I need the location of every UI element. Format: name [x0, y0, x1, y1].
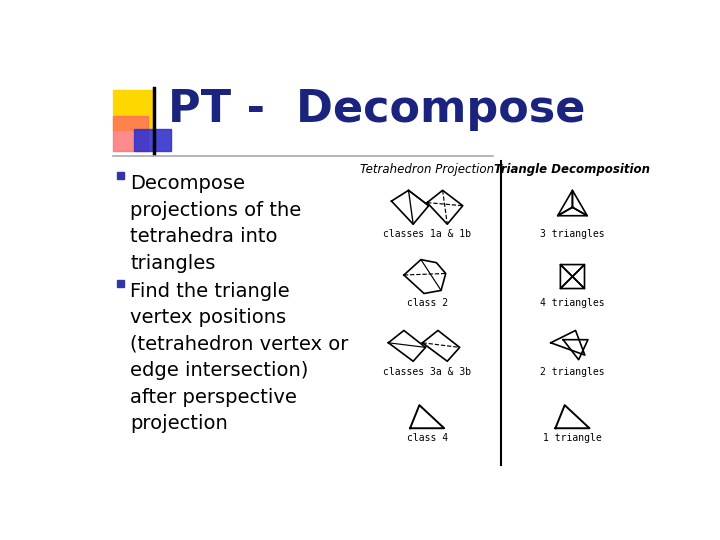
Text: class 2: class 2 [407, 298, 448, 308]
Text: Find the triangle
vertex positions
(tetrahedron vertex or
edge intersection)
aft: Find the triangle vertex positions (tetr… [130, 282, 348, 434]
Bar [113, 117, 148, 151]
Text: 4 triangles: 4 triangles [540, 298, 605, 308]
Text: 1 triangle: 1 triangle [543, 433, 602, 443]
Bar [134, 130, 171, 151]
Text: Decompose
projections of the
tetrahedra into
triangles: Decompose projections of the tetrahedra … [130, 174, 302, 273]
Bar [113, 90, 153, 130]
Bar [117, 280, 124, 287]
Bar [117, 172, 124, 179]
Text: PT -  Decompose: PT - Decompose [168, 88, 585, 131]
Text: classes 1a & 1b: classes 1a & 1b [383, 229, 471, 239]
Text: class 4: class 4 [407, 433, 448, 443]
Text: classes 3a & 3b: classes 3a & 3b [383, 367, 471, 377]
Text: 2 triangles: 2 triangles [540, 367, 605, 377]
Text: 3 triangles: 3 triangles [540, 229, 605, 239]
Text: Triangle Decomposition: Triangle Decomposition [495, 163, 650, 176]
Text: Tetrahedron Projection: Tetrahedron Projection [360, 163, 494, 176]
